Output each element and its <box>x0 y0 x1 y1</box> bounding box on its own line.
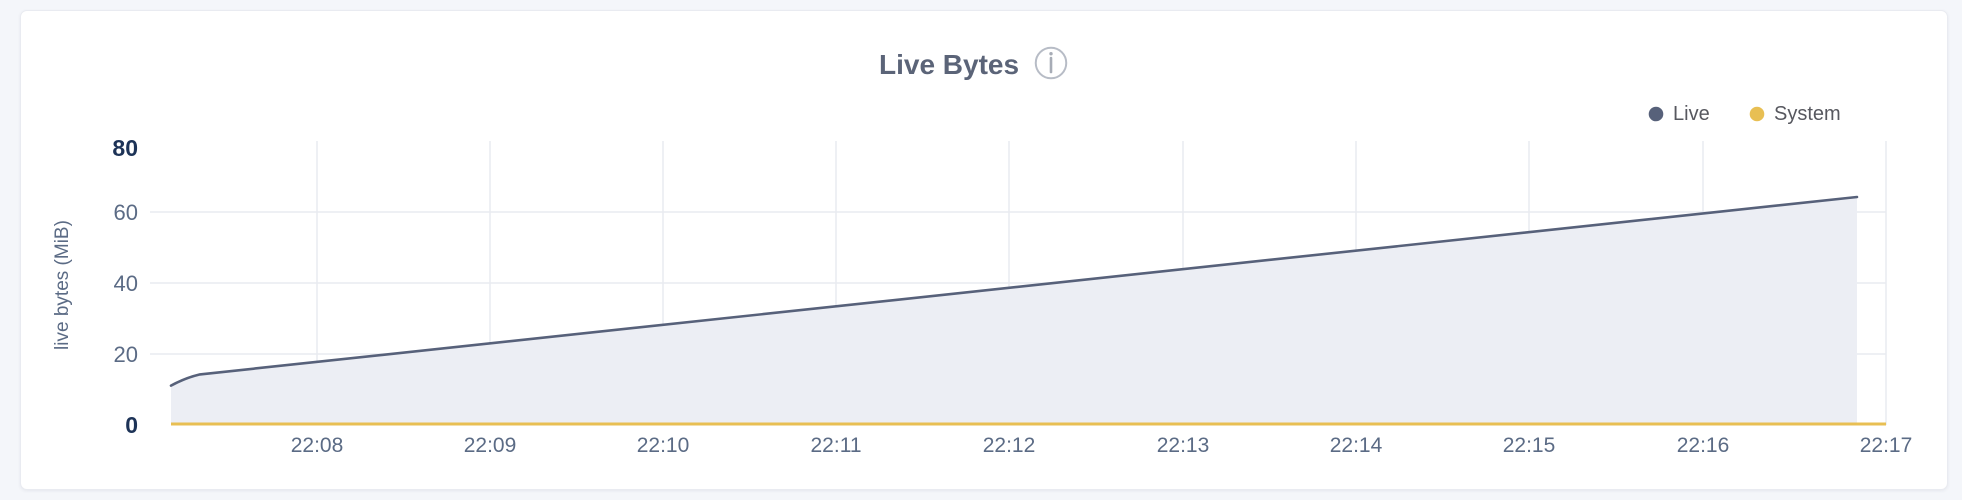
svg-text:20: 20 <box>114 342 138 367</box>
svg-text:22:16: 22:16 <box>1677 434 1730 457</box>
svg-text:22:13: 22:13 <box>1157 434 1210 457</box>
svg-text:22:14: 22:14 <box>1330 434 1383 457</box>
svg-text:22:10: 22:10 <box>637 434 690 457</box>
svg-text:System: System <box>1774 103 1841 125</box>
svg-text:22:17: 22:17 <box>1860 434 1913 457</box>
svg-text:22:15: 22:15 <box>1503 434 1556 457</box>
svg-text:Live Bytes: Live Bytes <box>879 49 1019 80</box>
svg-text:22:09: 22:09 <box>464 434 517 457</box>
svg-text:40: 40 <box>114 271 138 296</box>
svg-text:22:12: 22:12 <box>983 434 1036 457</box>
svg-text:Live: Live <box>1673 103 1710 125</box>
svg-text:60: 60 <box>114 200 138 225</box>
svg-text:22:08: 22:08 <box>291 434 344 457</box>
svg-text:22:11: 22:11 <box>811 434 862 457</box>
svg-text:0: 0 <box>125 412 138 438</box>
svg-text:live bytes (MiB): live bytes (MiB) <box>52 220 73 350</box>
svg-text:80: 80 <box>112 135 138 161</box>
